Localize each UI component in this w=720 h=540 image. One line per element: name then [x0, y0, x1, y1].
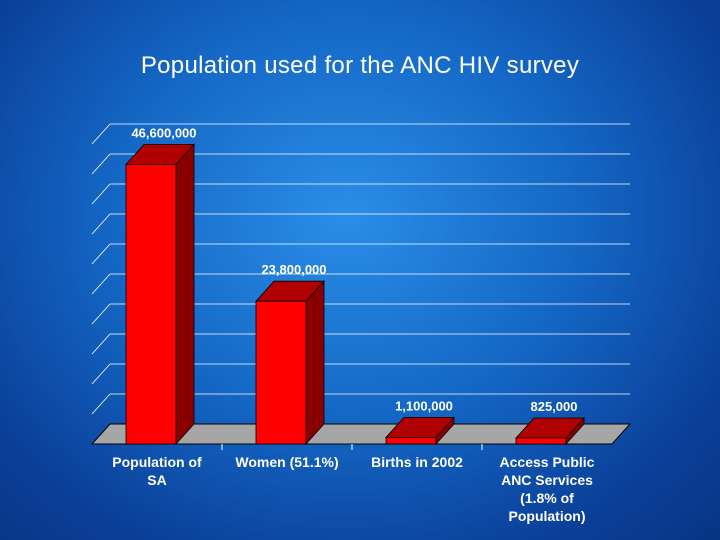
bar-value-label: 1,100,000	[395, 398, 453, 413]
wall-tick	[91, 303, 111, 325]
wall-tick	[91, 153, 111, 175]
category-label: SA	[147, 472, 166, 488]
bar-value-label: 825,000	[531, 399, 578, 414]
bar-side	[305, 280, 325, 446]
bar-front	[385, 436, 437, 445]
wall-tick	[91, 213, 111, 235]
chart-floor	[90, 423, 632, 450]
wall-tick	[91, 273, 111, 295]
category-label: ANC Services	[501, 472, 593, 488]
bar	[515, 416, 585, 446]
category-label: (1.8% of	[520, 490, 574, 506]
category-label: Population of	[112, 454, 202, 470]
bar-front	[125, 163, 177, 445]
wall-tick	[91, 363, 111, 385]
wall-tick	[91, 393, 111, 415]
wall-tick	[91, 183, 111, 205]
wall-tick	[91, 123, 111, 145]
chart-title: Population used for the ANC HIV survey	[140, 52, 580, 79]
gridlines	[91, 123, 630, 415]
category-label: Births in 2002	[371, 454, 463, 470]
wall-tick	[91, 333, 111, 355]
bar-front	[255, 300, 307, 445]
category-label: Access Public	[500, 454, 595, 470]
category-label: Population)	[509, 508, 586, 524]
category-labels: Population of SA Women (51.1%) Births in 20…	[112, 454, 594, 524]
bar-value-label: 46,600,000	[131, 125, 196, 140]
bar-side	[175, 143, 195, 446]
bar-front	[515, 437, 567, 445]
bar	[125, 143, 195, 446]
bar-value-label: 23,800,000	[261, 262, 326, 277]
bars	[125, 143, 585, 446]
value-labels: 46,600,000 23,800,000 1,100,000 825,000	[131, 125, 577, 414]
category-label: Women (51.1%)	[235, 454, 338, 470]
wall-tick	[91, 243, 111, 265]
bar	[255, 280, 325, 446]
floor-plane	[90, 423, 632, 445]
bar	[385, 416, 455, 446]
